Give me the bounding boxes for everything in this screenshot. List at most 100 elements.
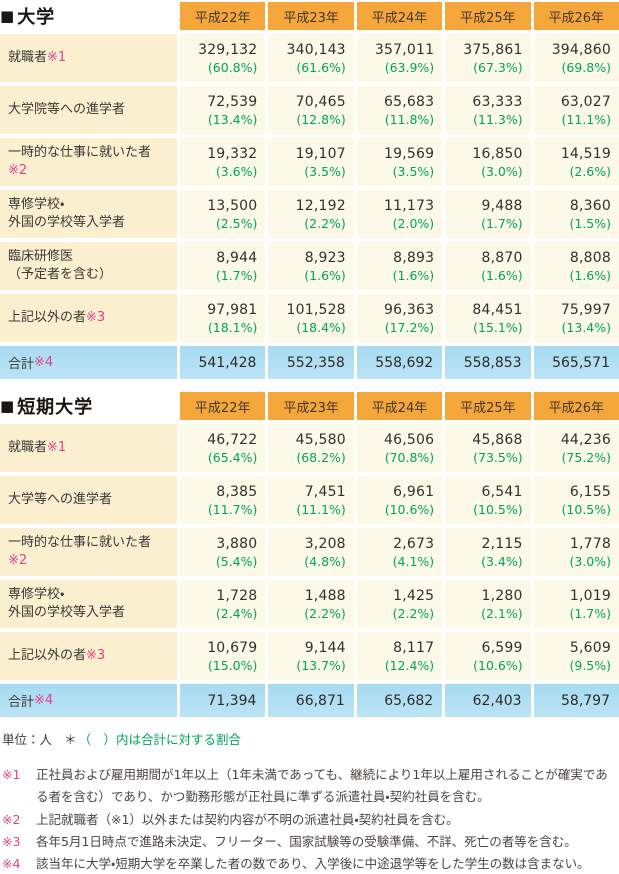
value-number: 1,728 bbox=[216, 587, 258, 604]
value-cell: 63,027 (11.1%) bbox=[533, 86, 619, 134]
value-cell: 101,528 (18.4%) bbox=[268, 294, 354, 342]
value-number: 19,332 bbox=[207, 145, 258, 162]
value-cell: 6,541 (10.5%) bbox=[445, 476, 531, 524]
value-percent: (2.2%) bbox=[392, 605, 435, 621]
value-cell: 8,870 (1.6%) bbox=[445, 242, 531, 290]
year-header: 平成22年 bbox=[180, 392, 266, 420]
total-label-text: 合計 bbox=[8, 695, 35, 710]
value-percent: (3.5%) bbox=[304, 163, 346, 179]
value-number: 1,425 bbox=[393, 587, 435, 604]
value-percent: (11.3%) bbox=[473, 111, 523, 127]
value-cell: 46,722 (65.4%) bbox=[180, 424, 266, 472]
value-percent: (63.9%) bbox=[384, 59, 435, 75]
value-percent: (9.5%) bbox=[569, 657, 611, 673]
value-number: 63,027 bbox=[560, 93, 611, 110]
total-value-cell: 552,358 bbox=[268, 346, 354, 379]
value-number: 14,519 bbox=[560, 145, 611, 162]
value-cell: 16,850 (3.0%) bbox=[445, 138, 531, 186]
value-percent: (2.5%) bbox=[215, 215, 258, 231]
value-cell: 5,609 (9.5%) bbox=[533, 632, 619, 680]
total-value-number: 58,797 bbox=[561, 692, 610, 709]
unit-note-line: 単位：人 ＊（ ）内は合計に対する割合 bbox=[2, 729, 619, 748]
year-header: 平成23年 bbox=[268, 2, 354, 30]
footnote-text: 該当年に大学・短期大学を卒業した者の数であり、入学後に中途退学等をした学生の数は… bbox=[36, 856, 590, 871]
value-cell: 1,488 (2.2%) bbox=[268, 580, 354, 628]
value-number: 394,860 bbox=[551, 41, 611, 58]
value-number: 44,236 bbox=[560, 431, 611, 448]
value-number: 19,107 bbox=[295, 145, 346, 162]
university-table: ■ 大学 平成22年 平成23年 平成24年 平成25年 平成26年 就職者※1 329,132… bbox=[0, 2, 619, 379]
total-value-cell: 65,682 bbox=[356, 684, 443, 717]
value-percent: (65.4%) bbox=[207, 449, 258, 465]
value-cell: 329,132 (60.8%) bbox=[180, 34, 266, 82]
footnote-marker: ※4 bbox=[34, 355, 54, 370]
value-number: 9,144 bbox=[304, 639, 346, 656]
value-cell: 13,500 (2.5%) bbox=[180, 190, 266, 238]
footnotes: ※1 正社員および雇用期間が1年以上（1年未満であっても、継続により1年以上雇用さ… bbox=[2, 764, 619, 874]
value-number: 19,569 bbox=[384, 145, 435, 162]
footnote: ※3 各年5月1日時点で進路未決定、フリーター、国家試験等の受験準備、不詳、死亡の… bbox=[2, 831, 619, 853]
row-label: 臨床研修医 （予定者を含む） bbox=[0, 242, 177, 290]
value-percent: (13.7%) bbox=[296, 657, 346, 673]
value-cell: 96,363 (17.2%) bbox=[356, 294, 443, 342]
value-percent: (1.5%) bbox=[569, 215, 611, 231]
year-header: 平成22年 bbox=[180, 2, 266, 30]
value-cell: 70,465 (12.8%) bbox=[268, 86, 354, 134]
value-number: 97,981 bbox=[207, 301, 258, 318]
value-number: 13,500 bbox=[207, 197, 258, 214]
value-number: 5,609 bbox=[569, 639, 611, 656]
value-number: 96,363 bbox=[384, 301, 435, 318]
value-cell: 375,861 (67.3%) bbox=[445, 34, 531, 82]
value-percent: (75.2%) bbox=[561, 449, 611, 465]
value-cell: 3,208 (4.8%) bbox=[268, 528, 354, 576]
value-percent: (15.1%) bbox=[473, 319, 523, 335]
footnote-marker: ※1 bbox=[47, 50, 67, 66]
value-percent: (3.4%) bbox=[481, 553, 523, 569]
value-cell: 8,385 (11.7%) bbox=[180, 476, 266, 524]
total-value-cell: 565,571 bbox=[533, 346, 619, 379]
value-cell: 6,961 (10.6%) bbox=[356, 476, 443, 524]
value-cell: 1,425 (2.2%) bbox=[356, 580, 443, 628]
total-value-cell: 558,692 bbox=[356, 346, 443, 379]
footnote-text: 上記就職者（※1）以外または契約内容が不明の派遣社員・契約社員を含む。 bbox=[36, 811, 459, 827]
total-value-cell: 58,797 bbox=[533, 684, 619, 717]
value-cell: 8,360 (1.5%) bbox=[533, 190, 619, 238]
value-cell: 1,019 (1.7%) bbox=[533, 580, 619, 628]
footnote-marker: ※2 bbox=[8, 163, 28, 178]
row-label-text: 専修学校・ 外国の学校等入学者 bbox=[8, 586, 173, 621]
value-number: 2,673 bbox=[393, 535, 435, 552]
total-value-number: 558,692 bbox=[375, 354, 434, 371]
value-percent: (67.3%) bbox=[473, 59, 523, 75]
row-label-text: 臨床研修医 （予定者を含む） bbox=[8, 248, 173, 283]
value-percent: (1.6%) bbox=[569, 267, 611, 283]
value-cell: 19,107 (3.5%) bbox=[268, 138, 354, 186]
total-value-cell: 66,871 bbox=[268, 684, 354, 717]
value-cell: 7,451 (11.1%) bbox=[268, 476, 354, 524]
value-cell: 9,144 (13.7%) bbox=[268, 632, 354, 680]
value-cell: 72,539 (13.4%) bbox=[180, 86, 266, 134]
value-percent: (11.7%) bbox=[207, 501, 258, 517]
value-cell: 44,236 (75.2%) bbox=[533, 424, 619, 472]
value-number: 101,528 bbox=[286, 301, 346, 318]
value-percent: (18.1%) bbox=[207, 319, 258, 335]
value-percent: (2.2%) bbox=[304, 605, 346, 621]
value-percent: (1.6%) bbox=[481, 267, 523, 283]
value-number: 10,679 bbox=[207, 639, 258, 656]
value-number: 8,944 bbox=[216, 249, 258, 266]
total-value-number: 66,871 bbox=[295, 692, 345, 709]
value-cell: 2,673 (4.1%) bbox=[356, 528, 443, 576]
category-label: 就職者 bbox=[8, 440, 48, 456]
value-percent: (4.1%) bbox=[392, 553, 435, 569]
value-cell: 6,599 (10.6%) bbox=[445, 632, 531, 680]
row-label-text: 就職者※1 bbox=[8, 439, 173, 457]
value-percent: (17.2%) bbox=[384, 319, 435, 335]
value-percent: (70.8%) bbox=[384, 449, 435, 465]
value-cell: 3,880 (5.4%) bbox=[180, 528, 266, 576]
value-number: 65,683 bbox=[384, 93, 435, 110]
year-header: 平成24年 bbox=[356, 392, 443, 420]
value-number: 72,539 bbox=[207, 93, 258, 110]
footnote: ※1 正社員および雇用期間が1年以上（1年未満であっても、継続により1年以上雇用さ… bbox=[2, 764, 619, 809]
value-number: 6,155 bbox=[569, 483, 611, 500]
value-cell: 8,944 (1.7%) bbox=[180, 242, 266, 290]
value-number: 6,599 bbox=[481, 639, 523, 656]
